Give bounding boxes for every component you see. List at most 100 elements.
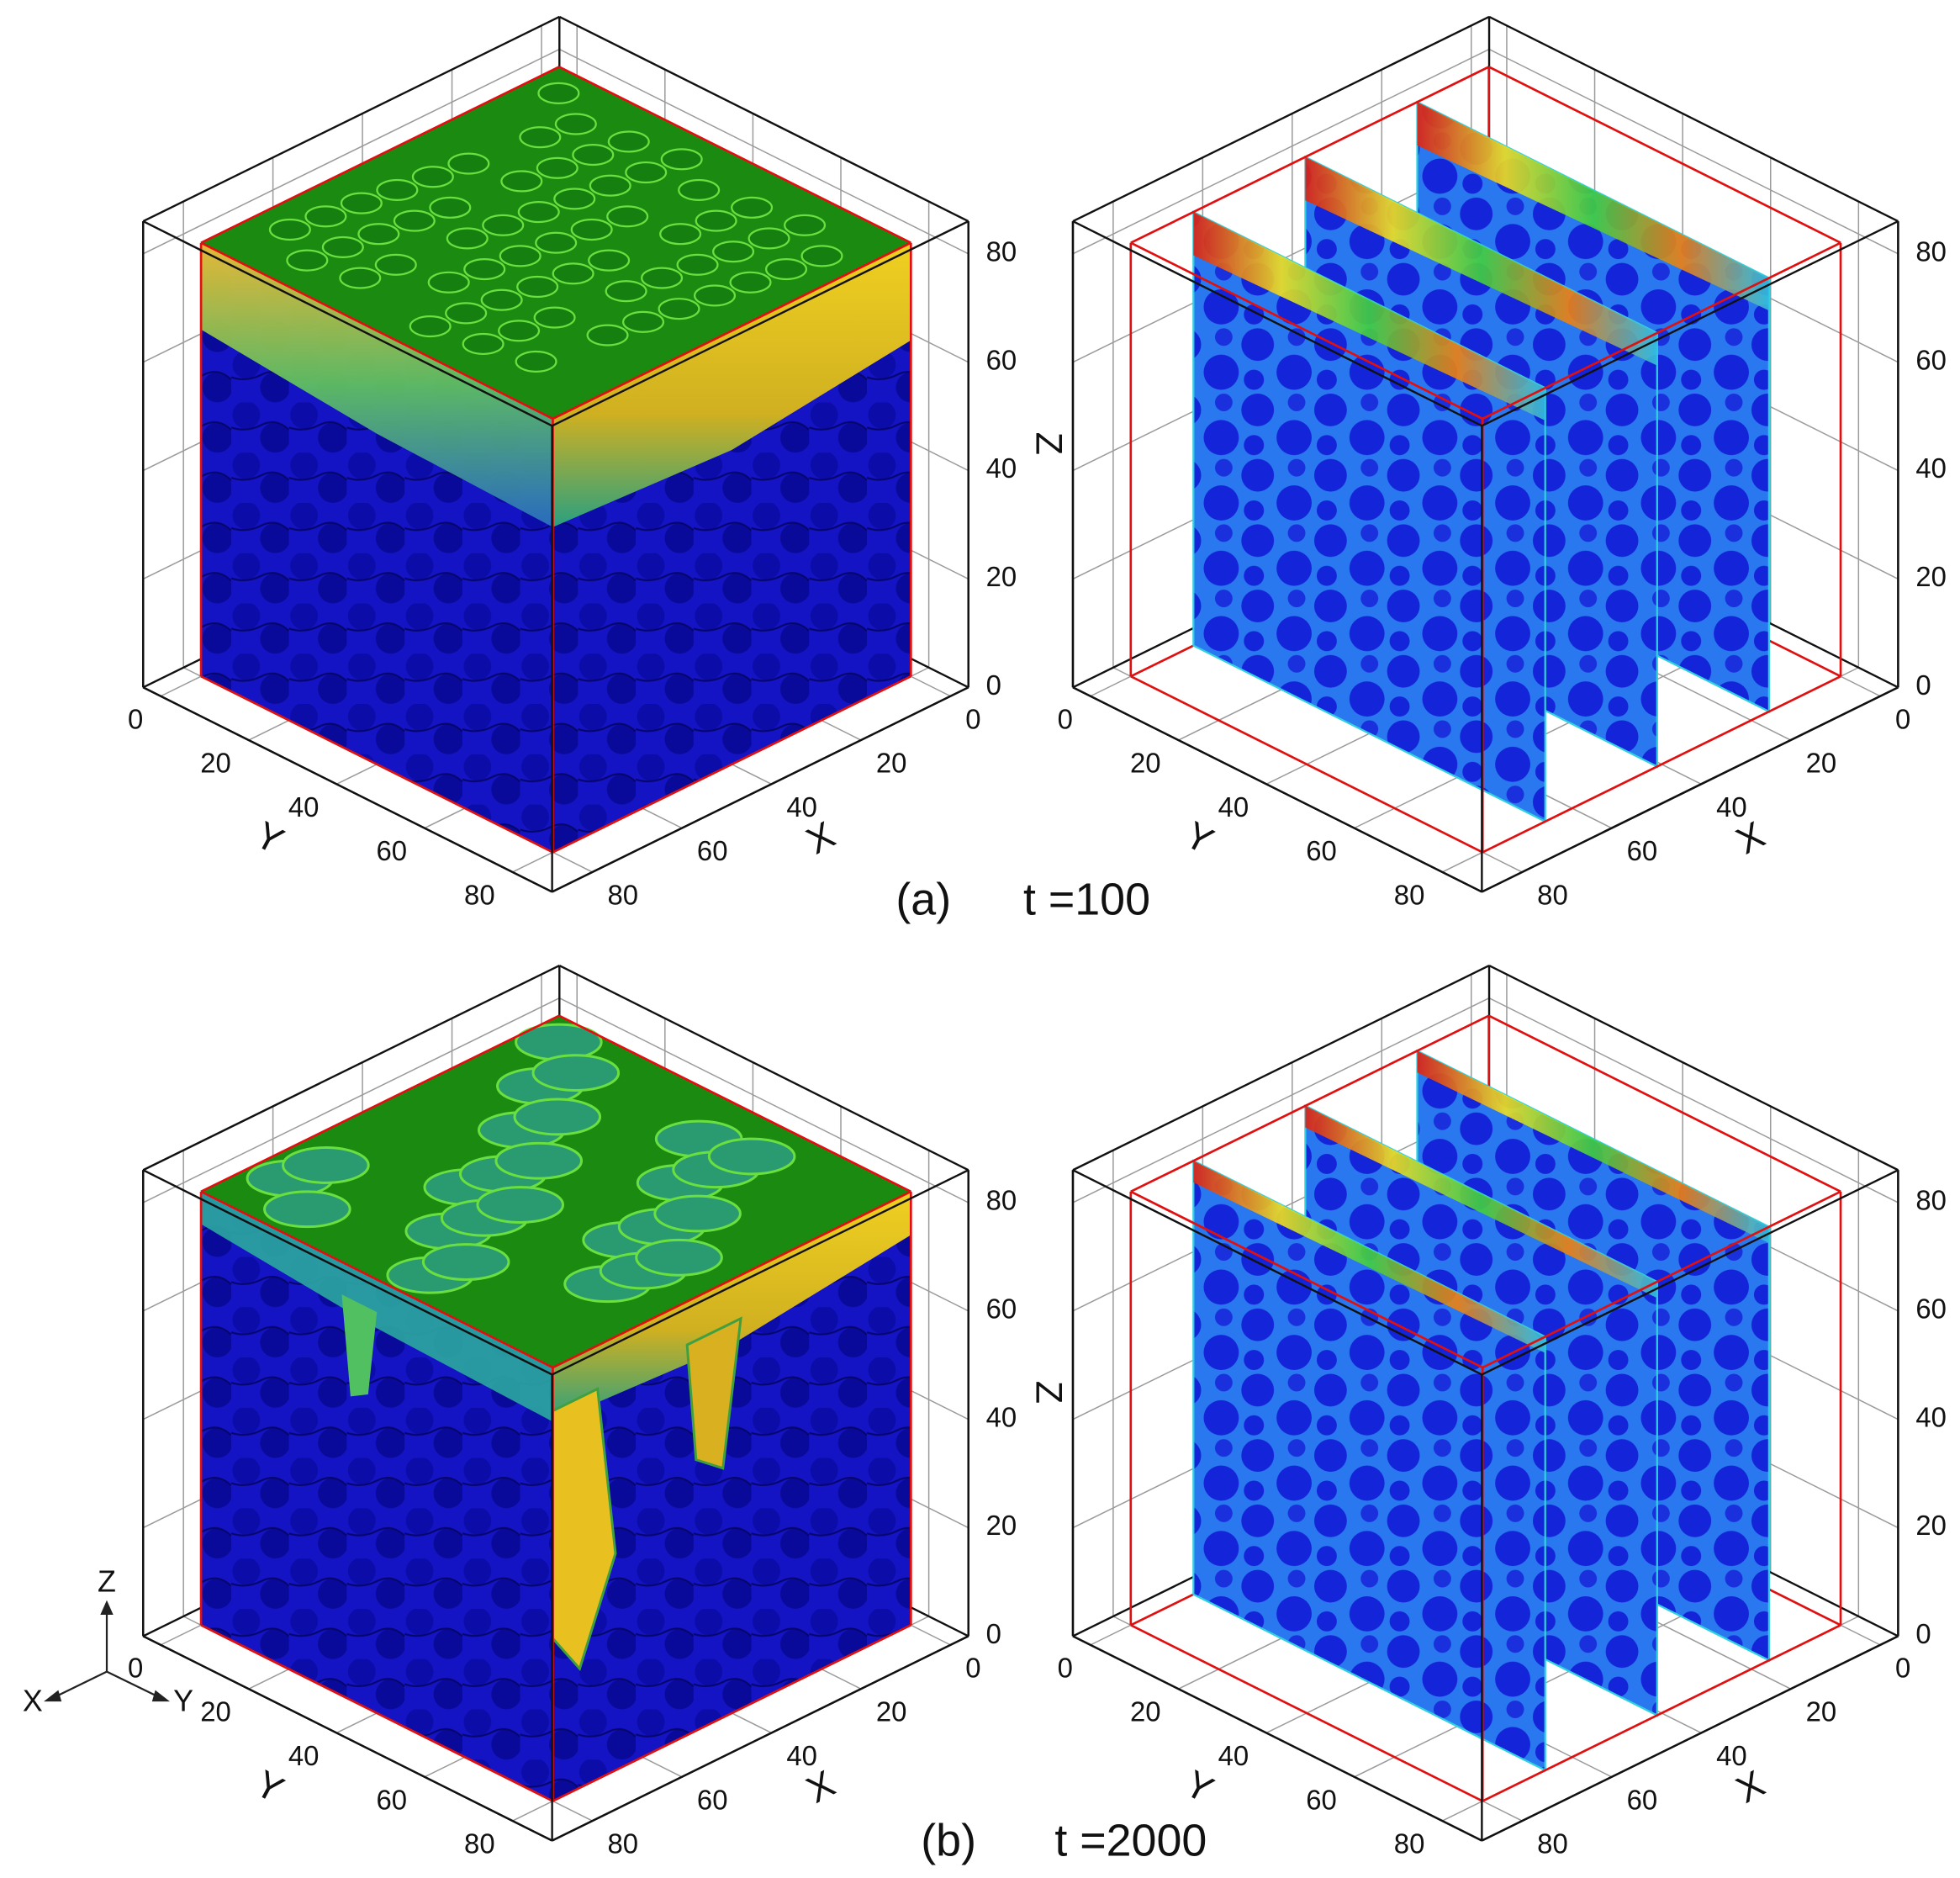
- top-feature: [411, 166, 454, 188]
- panel: 0 20 40 60 80 0 20 40 60 80 0 20 40 60 80 Z Y X: [128, 964, 1070, 1859]
- grid-line: [558, 997, 969, 1204]
- x-tick-label: 0: [965, 703, 980, 734]
- top-feature: [607, 130, 650, 153]
- top-feature: [462, 332, 505, 356]
- right-band: [552, 242, 911, 527]
- axis-box-edge: [552, 1635, 969, 1842]
- y-tick-label: 80: [1394, 880, 1425, 911]
- domain-edge: [1488, 1014, 1841, 1193]
- z-axis-title: Z: [1028, 432, 1070, 455]
- axis-box-edge: [142, 1635, 553, 1842]
- domain-edge: [1482, 241, 1841, 421]
- domain-edge: [200, 1014, 560, 1193]
- x-tick-label: 20: [876, 748, 907, 779]
- x-axis-title: X: [800, 1762, 842, 1811]
- drip: [341, 1294, 378, 1397]
- top-feature: [339, 267, 382, 289]
- panel: 0 20 40 60 80 0 20 40 60 80 0 20 40 60 80 Z Y X: [1058, 15, 1960, 911]
- domain-edge: [1482, 1624, 1841, 1802]
- z-tick-label: 60: [1915, 344, 1947, 375]
- top-feature: [517, 201, 560, 224]
- z-tick-label: 40: [986, 452, 1017, 484]
- axis-box-edge: [1072, 1635, 1482, 1842]
- z-tick-label: 20: [1915, 1510, 1947, 1541]
- top-feature: [625, 161, 668, 184]
- top-feature: [476, 1186, 565, 1224]
- top-feature: [589, 174, 631, 197]
- z-tick-label: 60: [1915, 1293, 1947, 1324]
- y-tick-label: 60: [1306, 1784, 1337, 1815]
- x-tick-label: 60: [1627, 1784, 1658, 1815]
- top-feature: [554, 113, 597, 135]
- caption-time: t =100: [1023, 874, 1150, 924]
- top-feature: [800, 245, 843, 267]
- y-tick-label: 80: [1394, 1828, 1425, 1859]
- x-tick-label: 20: [876, 1696, 907, 1727]
- y-tick-label: 0: [1058, 703, 1073, 734]
- grid-line: [558, 48, 969, 255]
- top-feature: [553, 188, 596, 210]
- top-feature: [304, 205, 347, 228]
- axis-box-edge: [1488, 15, 1899, 223]
- slice-hot: [1305, 156, 1657, 366]
- top-feature: [694, 284, 737, 307]
- right-band: [552, 1191, 911, 1422]
- axis-box-edge: [1072, 964, 1490, 1172]
- z-tick-label: 0: [986, 1618, 1001, 1649]
- top-feature: [494, 1141, 584, 1180]
- top-feature: [676, 253, 719, 276]
- domain-edge: [1482, 674, 1841, 854]
- slice-hot: [1305, 1105, 1657, 1299]
- z-tick-label: 80: [1915, 1185, 1947, 1216]
- top-feature: [516, 275, 559, 299]
- z-axis-title: Z: [1957, 1381, 1960, 1404]
- drip: [685, 1316, 742, 1470]
- x-tick-label: 40: [786, 1740, 817, 1771]
- axis-box-edge: [142, 220, 553, 427]
- x-tick-label: 20: [1806, 748, 1837, 779]
- y-tick-label: 40: [288, 1740, 320, 1771]
- grid-line: [1488, 48, 1899, 255]
- top-feature: [659, 223, 702, 246]
- left-band: [201, 242, 553, 527]
- y-tick-label: 0: [128, 703, 143, 734]
- axis-box-edge: [552, 686, 969, 893]
- top-feature: [658, 298, 700, 320]
- top-feature: [653, 1194, 742, 1233]
- top-feature: [606, 205, 649, 228]
- z-tick-label: 80: [986, 1185, 1017, 1216]
- y-tick-label: 40: [1218, 791, 1249, 823]
- top-feature: [376, 178, 419, 202]
- top-feature: [695, 209, 737, 232]
- y-tick-label: 20: [1130, 1696, 1161, 1727]
- triad: [44, 1600, 170, 1702]
- domain-edge: [200, 675, 554, 854]
- y-tick-label: 0: [1058, 1652, 1073, 1683]
- top-feature: [340, 192, 383, 214]
- z-axis-title: Z: [1957, 432, 1960, 455]
- y-axis-title: Y: [248, 1762, 290, 1811]
- axis-box-edge: [552, 1169, 969, 1376]
- grid-line: [142, 997, 560, 1204]
- x-tick-label: 40: [1716, 1740, 1747, 1771]
- axis-box-edge: [1488, 964, 1899, 1172]
- z-tick-label: 60: [986, 1293, 1017, 1324]
- top-feature: [499, 245, 542, 267]
- x-tick-label: 0: [1895, 703, 1910, 734]
- top-feature: [622, 310, 665, 333]
- triad-y: Y: [173, 1684, 193, 1717]
- axis-box-edge: [1072, 1169, 1482, 1376]
- top-feature: [784, 214, 827, 236]
- domain-edge: [1130, 1190, 1483, 1369]
- domain-edge: [1130, 675, 1483, 854]
- domain-edge: [1130, 1624, 1483, 1802]
- domain-edge: [1130, 66, 1490, 244]
- caption-label: (b): [921, 1816, 976, 1866]
- panel: 0 20 40 60 80 0 20 40 60 80 0 20 40 60 80 Z Y X: [128, 15, 1070, 911]
- axis-box-edge: [142, 15, 560, 223]
- caption-label: (a): [895, 874, 951, 924]
- domain-edge: [558, 66, 911, 244]
- y-tick-label: 60: [376, 835, 407, 866]
- x-tick-label: 0: [965, 1652, 980, 1683]
